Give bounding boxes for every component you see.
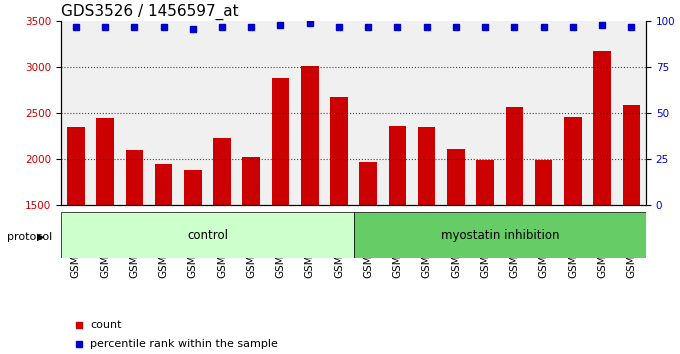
Bar [594,51,611,343]
Bar [272,78,289,343]
Bar [67,127,84,343]
Bar [155,164,172,343]
Bar [301,66,318,343]
Bar [214,138,231,343]
Text: control: control [187,229,228,242]
FancyBboxPatch shape [354,212,646,258]
Bar [184,170,201,343]
Bar [330,97,347,343]
Bar [389,126,406,343]
Bar [506,107,523,343]
Text: count: count [90,320,122,330]
Bar [623,105,640,343]
Text: ▶: ▶ [37,232,45,242]
Text: myostatin inhibition: myostatin inhibition [441,229,559,242]
Bar [97,118,114,343]
Bar [418,127,435,343]
Bar [126,150,143,343]
FancyBboxPatch shape [61,212,354,258]
Text: protocol: protocol [7,232,52,242]
Bar [243,158,260,343]
Text: percentile rank within the sample: percentile rank within the sample [90,339,278,349]
Bar [477,160,494,343]
Bar [447,149,464,343]
Bar [564,117,581,343]
Bar [535,160,552,343]
Bar [360,162,377,343]
Text: GDS3526 / 1456597_at: GDS3526 / 1456597_at [61,4,239,20]
